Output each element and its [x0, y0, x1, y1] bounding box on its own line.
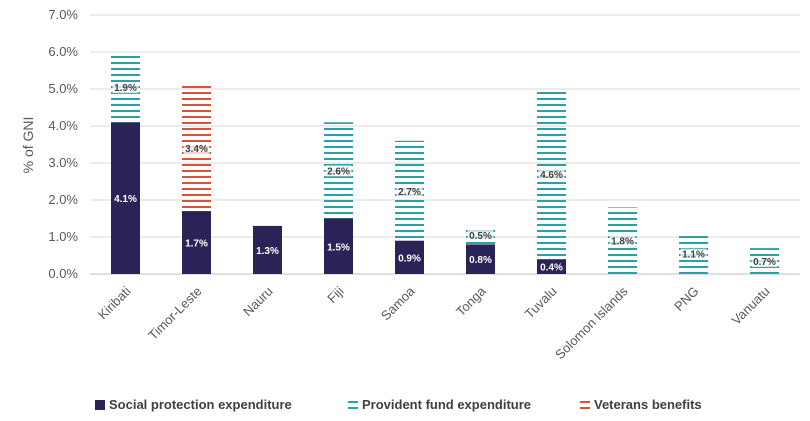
- legend-label: Veterans benefits: [594, 397, 702, 412]
- data-label: 0.5%: [469, 231, 492, 242]
- legend-label: Provident fund expenditure: [362, 397, 531, 412]
- x-tick-label: Fiji: [324, 283, 346, 305]
- legend-swatch: [580, 407, 590, 409]
- data-label: 1.8%: [611, 237, 634, 248]
- bar-social-protection: [253, 225, 282, 274]
- label-backdrop: [680, 248, 707, 260]
- data-label: 1.3%: [256, 246, 279, 257]
- bar-social-protection: [395, 240, 424, 274]
- y-tick-label: 1.0%: [48, 229, 78, 244]
- x-tick-label: Nauru: [240, 284, 276, 320]
- data-label: 0.4%: [540, 263, 563, 274]
- bar-social-protection: [324, 218, 353, 274]
- label-backdrop: [751, 256, 778, 268]
- legend-item: Provident fund expenditure: [348, 397, 531, 412]
- legend-swatch: [580, 401, 590, 403]
- data-labels: 4.1% 1.9% 1.7% 3.4% 1.3% 1.5% 2.6% 0.9% 2.7% 0.8%…: [112, 82, 778, 274]
- data-label: 2.6%: [327, 166, 350, 177]
- legend: Social protection expenditure Provident f…: [95, 397, 702, 412]
- x-tick-label: Kiribati: [95, 283, 134, 322]
- data-label: 0.7%: [753, 257, 776, 268]
- x-tick-label: PNG: [671, 284, 702, 315]
- y-tick-label: 7.0%: [48, 7, 78, 22]
- y-tick-label: 2.0%: [48, 192, 78, 207]
- data-label: 0.9%: [398, 253, 421, 264]
- label-backdrop: [609, 235, 636, 247]
- legend-swatch: [348, 401, 358, 403]
- data-label: 1.9%: [114, 83, 137, 94]
- data-label: 4.6%: [540, 170, 563, 181]
- y-tick-label: 5.0%: [48, 81, 78, 96]
- y-tick-label: 3.0%: [48, 155, 78, 170]
- legend-swatch: [348, 407, 358, 409]
- x-tick-label: Vanuatu: [728, 284, 772, 328]
- bar-social-protection: [466, 244, 495, 274]
- bar-social-protection: [182, 211, 211, 274]
- label-backdrop: [112, 82, 139, 94]
- x-tick-label: Timor-Leste: [145, 284, 204, 343]
- y-tick-label: 6.0%: [48, 44, 78, 59]
- legend-item: Social protection expenditure: [95, 397, 292, 412]
- x-tick-label: Tonga: [453, 283, 489, 319]
- label-backdrop: [325, 165, 352, 177]
- y-axis: 0.0% 1.0% 2.0% 3.0% 4.0% 5.0% 6.0% 7.0%: [48, 7, 78, 281]
- data-label: 0.8%: [469, 255, 492, 266]
- data-label: 4.1%: [114, 194, 137, 205]
- y-tick-label: 0.0%: [48, 266, 78, 281]
- legend-swatch: [95, 400, 105, 410]
- legend-label: Social protection expenditure: [109, 397, 292, 412]
- x-tick-label: Solomon Islands: [552, 283, 631, 362]
- legend-item: Veterans benefits: [580, 397, 702, 412]
- x-tick-label: Tuvalu: [522, 284, 560, 322]
- data-label: 2.7%: [398, 187, 421, 198]
- data-label: 3.4%: [185, 144, 208, 155]
- y-axis-label: % of GNI: [20, 117, 36, 174]
- y-tick-label: 4.0%: [48, 118, 78, 133]
- bar-social-protection: [537, 259, 566, 274]
- label-backdrop: [396, 185, 423, 197]
- label-backdrop: [467, 230, 494, 242]
- data-label: 1.1%: [682, 250, 705, 261]
- label-backdrop: [538, 169, 565, 181]
- bar-social-protection: [111, 122, 140, 274]
- x-axis: Kiribati Timor-Leste Nauru Fiji Samoa Tonga Tu…: [95, 283, 773, 362]
- label-backdrop: [183, 143, 210, 155]
- data-label: 1.7%: [185, 239, 208, 250]
- data-label: 1.5%: [327, 242, 350, 253]
- x-tick-label: Samoa: [378, 283, 418, 323]
